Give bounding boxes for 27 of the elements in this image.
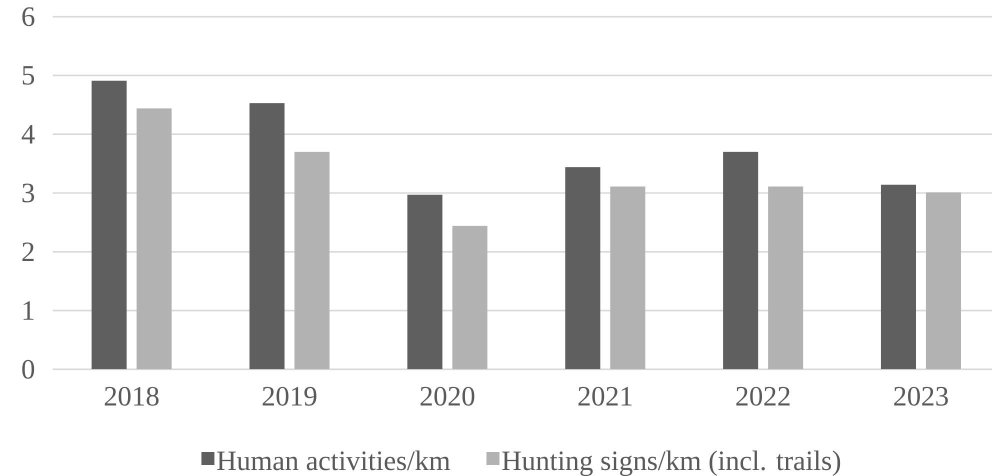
bar xyxy=(565,167,600,370)
bar xyxy=(723,152,758,370)
x-tick-label: 2019 xyxy=(262,386,316,406)
bar xyxy=(136,108,172,370)
x-tick-label: 2023 xyxy=(894,386,948,406)
bar xyxy=(880,184,916,370)
bar xyxy=(249,103,285,370)
bar xyxy=(926,192,961,370)
y-tick-label: 1 xyxy=(24,301,34,320)
legend-label: Human activities/km xyxy=(217,450,450,470)
bar xyxy=(768,186,804,370)
y-tick-label: 6 xyxy=(22,7,34,26)
x-tick-label: 2022 xyxy=(736,386,790,406)
y-tick-label: 0 xyxy=(22,360,34,379)
bar xyxy=(294,152,330,370)
bar xyxy=(610,186,646,370)
y-tick-label: 4 xyxy=(22,125,35,144)
x-tick-label: 2021 xyxy=(578,386,632,406)
y-tick-label: 2 xyxy=(22,242,34,262)
x-tick-label: 2018 xyxy=(104,386,159,406)
y-tick-label: 5 xyxy=(22,66,34,85)
x-tick-label: 2020 xyxy=(420,386,474,406)
y-tick-label: 3 xyxy=(22,184,34,202)
bar xyxy=(407,194,442,370)
legend-label: Hunting signs/km (incl. trails) xyxy=(502,450,840,476)
bar xyxy=(452,226,488,370)
bar xyxy=(92,80,127,370)
